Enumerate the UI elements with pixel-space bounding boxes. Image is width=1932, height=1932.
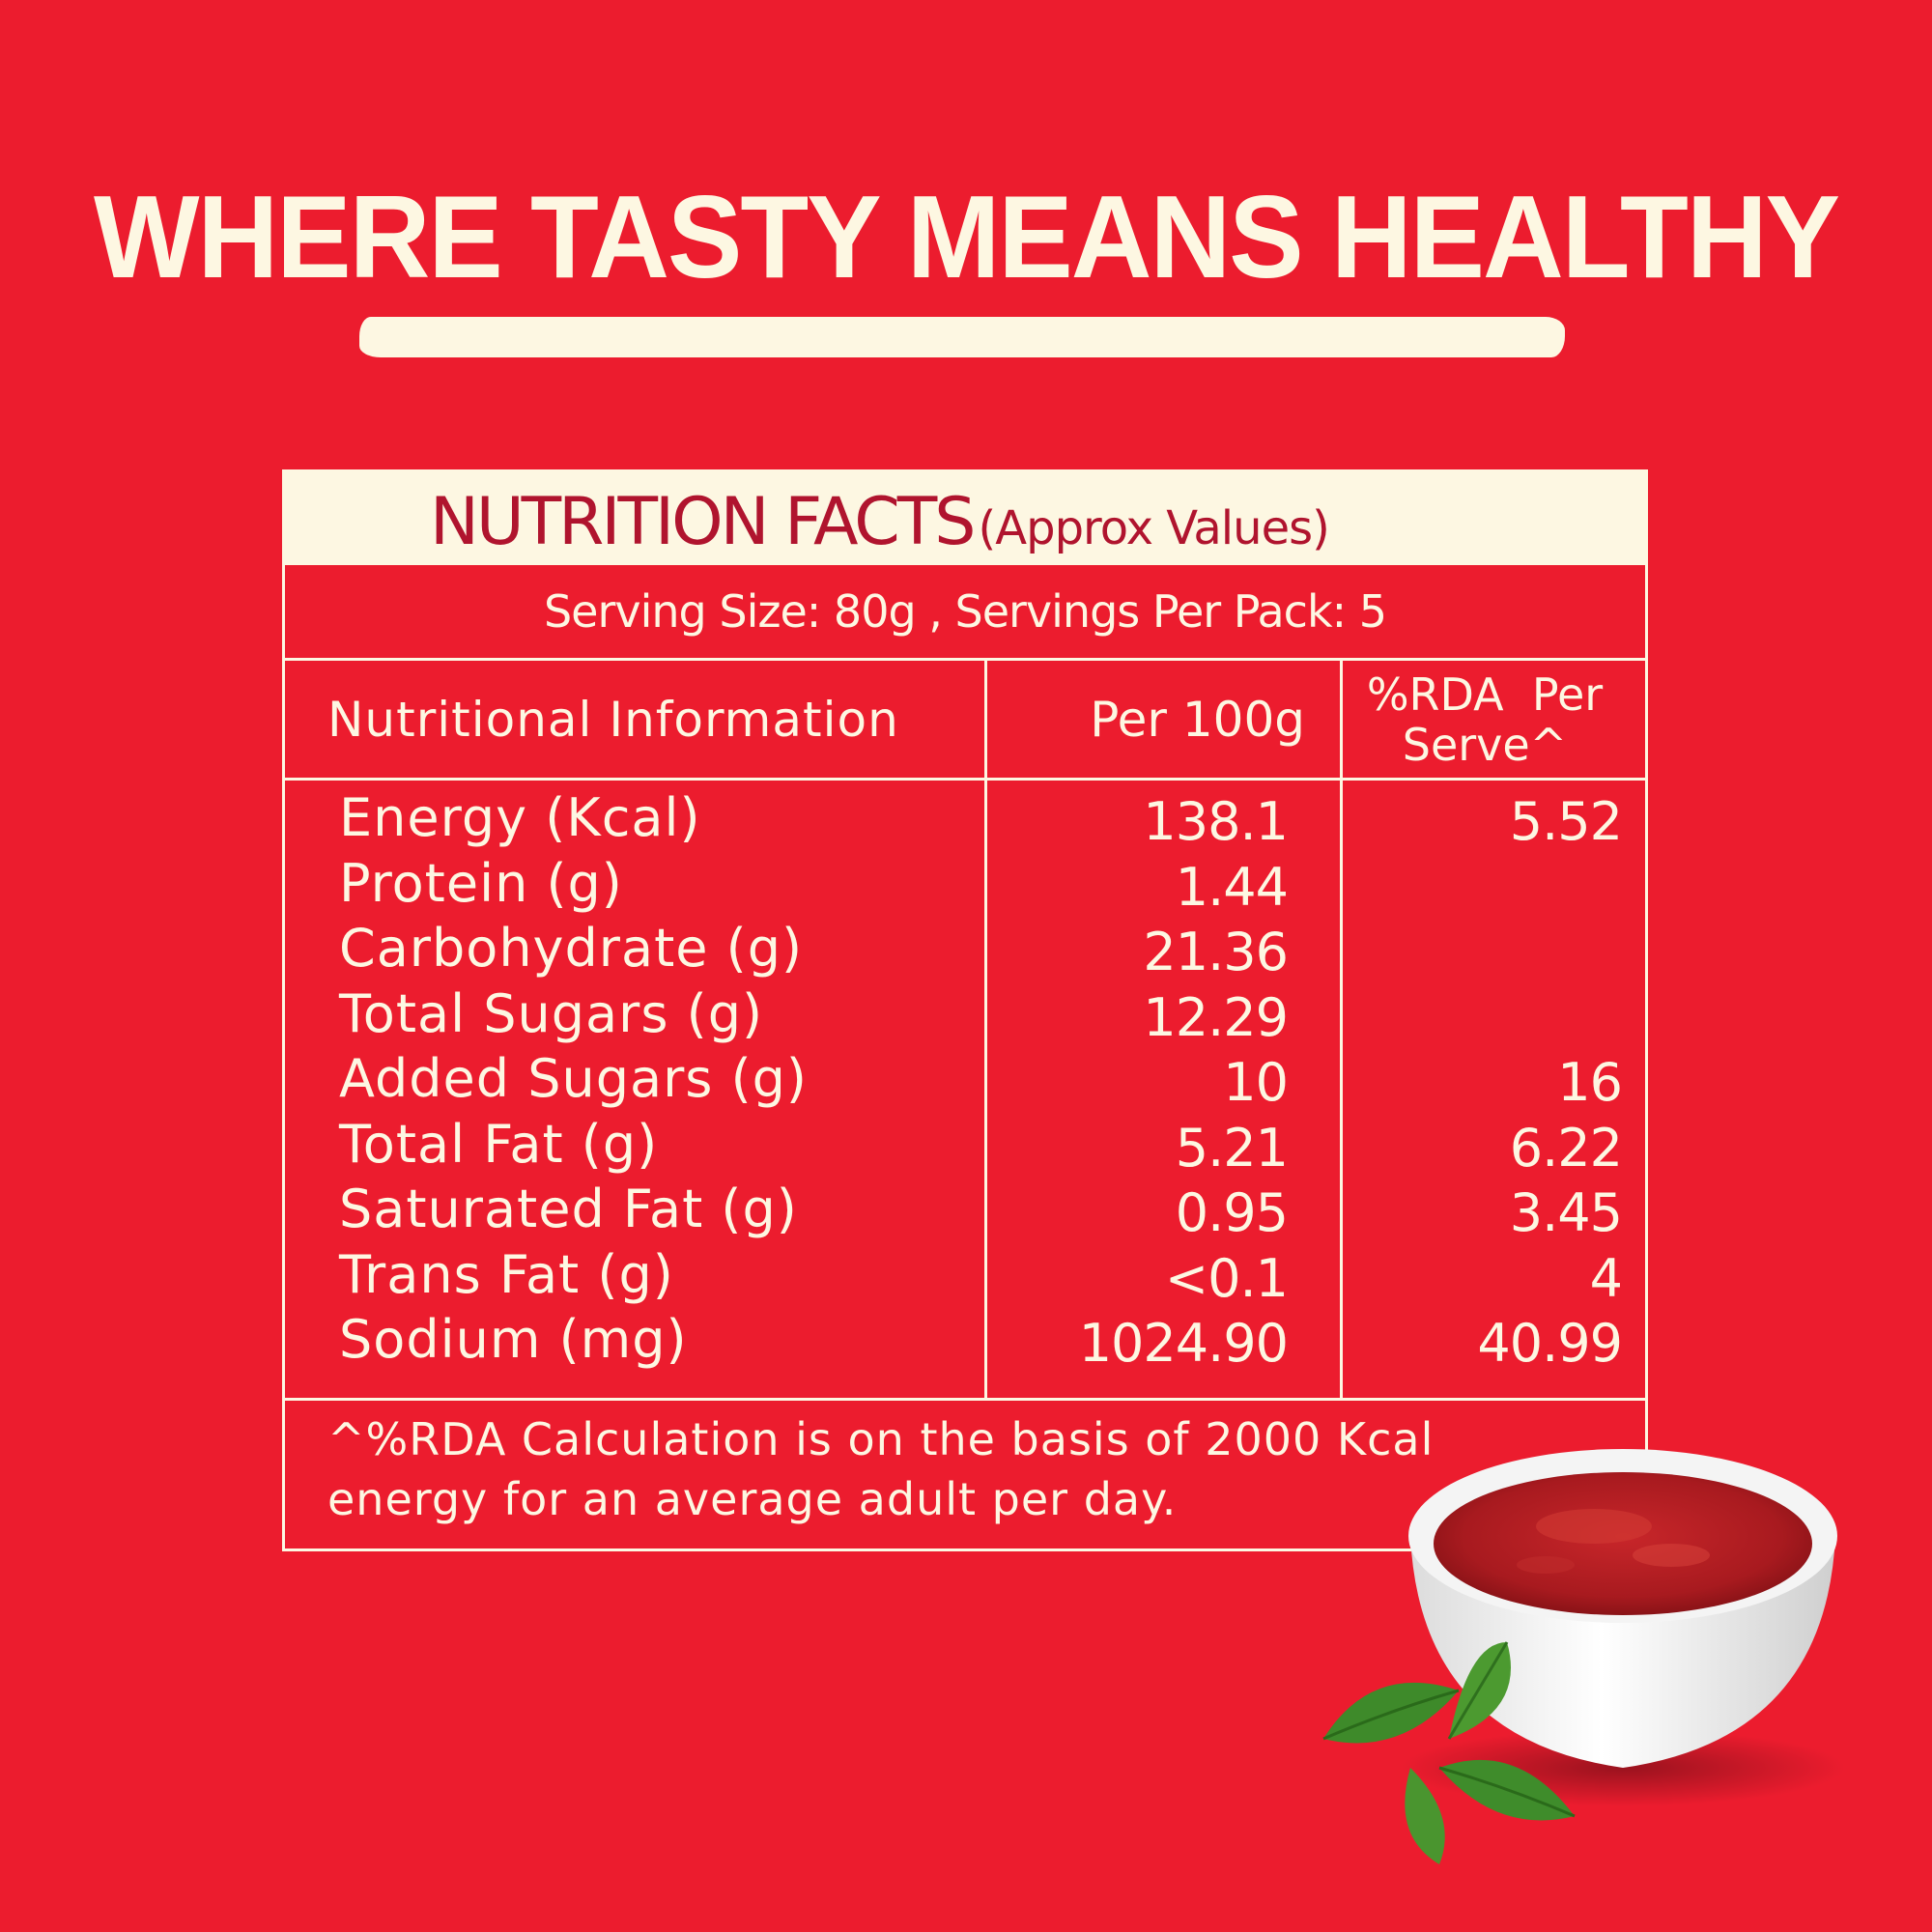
- nutrient-name: Total Sugars (g): [339, 982, 764, 1044]
- nutrition-rows: Energy (Kcal) 138.1 5.52 Protein (g) 1.4…: [285, 787, 1645, 1375]
- brush-stroke-underline: [359, 317, 1565, 357]
- nutrient-name: Added Sugars (g): [339, 1048, 808, 1109]
- column-divider: [984, 658, 987, 1398]
- table-row: Trans Fat (g) <0.1 4: [285, 1244, 1645, 1310]
- per-100g-value: 21.36: [1143, 922, 1289, 982]
- per-100g-value: 0.95: [1175, 1182, 1289, 1243]
- header-rda-line2: Serve^: [1402, 719, 1568, 771]
- rda-footnote: ^%RDA Calculation is on the basis of 200…: [327, 1409, 1583, 1529]
- divider: [285, 1398, 1645, 1401]
- rda-value: 6.22: [1509, 1117, 1623, 1179]
- header-nutritional-information: Nutritional Information: [327, 692, 899, 748]
- per-100g-value: 1.44: [1175, 856, 1289, 918]
- header-per-100g: Per 100g: [1090, 692, 1305, 748]
- footnote-line2: energy for an average adult per day.: [327, 1473, 1178, 1525]
- table-row: Total Sugars (g) 12.29: [285, 983, 1645, 1049]
- nutrient-name: Trans Fat (g): [339, 1243, 674, 1305]
- table-row: Sodium (mg) 1024.90 40.99: [285, 1309, 1645, 1375]
- footnote-line1: ^%RDA Calculation is on the basis of 200…: [327, 1413, 1435, 1465]
- per-100g-value: 138.1: [1143, 791, 1289, 852]
- approx-values-note: (Approx Values): [978, 501, 1330, 555]
- header-rda-line1: %RDA Per: [1366, 668, 1604, 721]
- sauce-bowl-image: [1304, 1449, 1903, 1913]
- per-100g-value: 10: [1223, 1052, 1289, 1113]
- nutrient-name: Sodium (mg): [339, 1309, 688, 1370]
- serving-size: Serving Size: 80g , Servings Per Pack: 5: [543, 585, 1387, 638]
- basil-leaves: [1322, 1641, 1576, 1864]
- headline: WHERE TASTY MEANS HEALTHY: [93, 170, 1840, 303]
- per-100g-value: <0.1: [1164, 1247, 1289, 1309]
- per-100g-value: 1024.90: [1078, 1313, 1289, 1374]
- table-row: Carbohydrate (g) 21.36: [285, 918, 1645, 983]
- table-row: Added Sugars (g) 10 16: [285, 1048, 1645, 1114]
- panel-header: NUTRITION FACTS (Approx Values): [285, 472, 1645, 565]
- table-row: Saturated Fat (g) 0.95 3.45: [285, 1179, 1645, 1244]
- table-row: Total Fat (g) 5.21 6.22: [285, 1114, 1645, 1179]
- nutrient-name: Protein (g): [339, 852, 623, 914]
- per-100g-value: 5.21: [1175, 1117, 1289, 1179]
- nutrition-facts-panel: NUTRITION FACTS (Approx Values) Serving …: [282, 469, 1648, 1551]
- nutrient-name: Energy (Kcal): [339, 787, 701, 848]
- table-row: Protein (g) 1.44: [285, 853, 1645, 919]
- header-rda-per-serve: %RDA Per Serve^: [1340, 662, 1630, 778]
- per-100g-value: 12.29: [1143, 986, 1289, 1048]
- divider: [285, 778, 1645, 781]
- rda-value: 3.45: [1509, 1182, 1623, 1243]
- rda-value: 5.52: [1509, 791, 1623, 852]
- nutrient-name: Saturated Fat (g): [339, 1179, 798, 1239]
- bowl-of-tomato-sauce-with-basil-icon: [1322, 1449, 1845, 1864]
- divider: [285, 658, 1645, 661]
- rda-value: 40.99: [1477, 1313, 1623, 1374]
- panel-title: NUTRITION FACTS (Approx Values): [430, 484, 1330, 560]
- column-divider: [1340, 658, 1343, 1398]
- nutrient-name: Carbohydrate (g): [339, 918, 804, 979]
- table-row: Energy (Kcal) 138.1 5.52: [285, 787, 1645, 853]
- nutrition-facts-title: NUTRITION FACTS: [430, 484, 976, 560]
- rda-value: 4: [1589, 1247, 1623, 1309]
- rda-value: 16: [1557, 1052, 1623, 1113]
- nutrient-name: Total Fat (g): [339, 1113, 659, 1175]
